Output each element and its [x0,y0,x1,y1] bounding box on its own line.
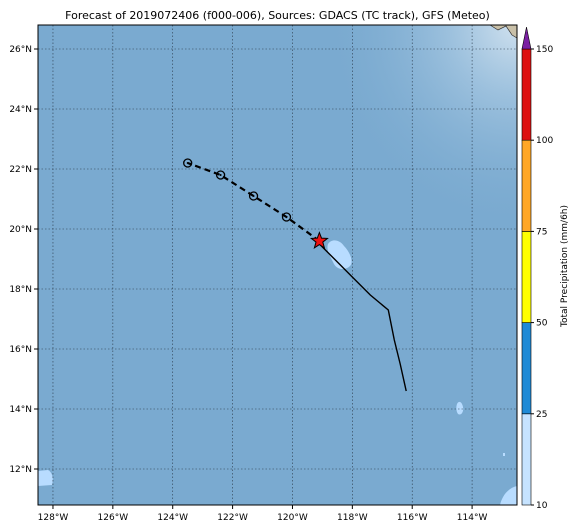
lon-tick-label: 128°W [38,513,69,523]
forecast-position-dot [186,162,189,164]
lon-tick-label: 118°W [337,513,368,523]
colorbar-tick-label: 100 [536,136,553,146]
precip-area-southeast [500,486,517,505]
forecast-track-line [187,161,321,242]
lon-tick-label: 124°W [157,513,188,523]
colorbar-segment [521,139,532,232]
colorbar-segment [521,231,532,323]
forecast-position-marker [215,170,226,180]
forecast-position-marker [248,191,259,201]
colorbar-segment [521,413,532,506]
precip-haze [300,25,517,255]
colorbar-tick-label: 10 [536,501,548,511]
forecast-position-dot [219,174,222,176]
forecast-position-dot [285,216,288,218]
precip-area-small [456,401,464,415]
lon-tick-label: 126°W [98,513,129,523]
colorbar-extend-arrow [521,26,532,50]
longitude-axis: 128°W 126°W 124°W 122°W 120°W 118°W 116°W 114°W [38,505,488,523]
precip-colorbar: 10 25 50 75 100 150 [521,26,553,511]
forecast-position-marker [281,212,292,222]
colorbar-tick-label: 25 [536,410,547,420]
storm-track [183,158,407,392]
latitude-axis: 12°N 14°N 16°N 18°N 20°N 22°N 24°N 26°N [9,45,38,475]
lon-tick-label: 114°W [457,513,488,523]
lat-tick-label: 18°N [9,285,32,295]
past-track-line [318,243,407,392]
gridlines [38,25,517,505]
lat-tick-label: 20°N [9,225,32,235]
colorbar-label: Total Precipitation (mm/6h) [560,205,570,328]
lon-tick-label: 120°W [277,513,308,523]
lat-tick-label: 26°N [9,45,32,55]
map-title: Forecast of 2019072406 (f000-006), Sourc… [65,9,490,22]
precip-area-near-storm [327,240,352,270]
map-frame [37,24,518,506]
lat-tick-label: 12°N [9,465,32,475]
lon-tick-label: 122°W [217,513,248,523]
colorbar-segment [521,322,532,415]
lat-tick-label: 24°N [9,105,32,115]
colorbar-tick-label: 75 [536,227,547,237]
lon-tick-label: 116°W [397,513,428,523]
colorbar-tick-label: 50 [536,319,548,329]
lat-tick-label: 16°N [9,345,32,355]
lat-tick-label: 14°N [9,405,32,415]
colorbar-tick-label: 150 [536,45,553,55]
precip-speck [503,453,505,456]
forecast-position-dot [252,195,255,197]
lat-tick-label: 22°N [9,165,32,175]
forecast-position-marker [183,158,193,168]
colorbar-segment [521,48,532,141]
current-position-star [309,231,329,250]
map-panel [38,25,517,505]
coastline-land [480,25,517,39]
precip-area-southwest [38,470,53,486]
